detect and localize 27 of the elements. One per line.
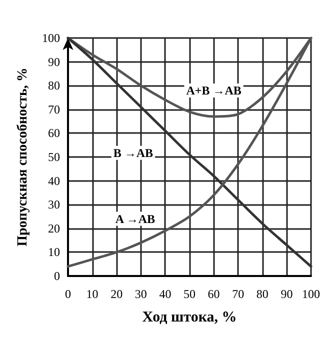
x-tick-label: 30 [134,287,147,301]
y-tick-label: 100 [42,31,60,45]
y-tick-label: 30 [48,198,60,212]
y-tick-label: 80 [48,78,60,93]
x-tick-label: 60 [208,287,220,301]
x-tick-label: 50 [184,287,196,301]
y-axis-title: Пропускная способность, % [16,68,30,246]
y-tick-label: 40 [48,174,60,188]
series-label: B →AB [113,146,154,160]
x-tick-label: 80 [256,287,268,301]
x-tick-label: 90 [280,287,293,301]
x-tick-label: 100 [302,287,320,301]
y-tick-label: 20 [48,221,60,236]
x-axis-title: Ход штока, % [142,310,237,326]
x-tick-label: 70 [232,287,244,301]
y-tick-label: 70 [48,102,60,116]
series-label: A →AB [115,212,156,226]
x-tick-label: 10 [86,287,98,301]
y-tick-label: 50 [48,150,60,164]
y-tick-label: 60 [48,126,60,140]
y-tick-label: 90 [48,54,60,69]
x-tick-label: 20 [110,287,123,301]
x-tick-label: 40 [159,287,172,301]
y-tick-label: 10 [48,245,60,260]
x-tick-label: 0 [65,287,71,301]
series-label: A+B →AB [186,84,242,98]
y-tick-label: 0 [54,269,60,283]
